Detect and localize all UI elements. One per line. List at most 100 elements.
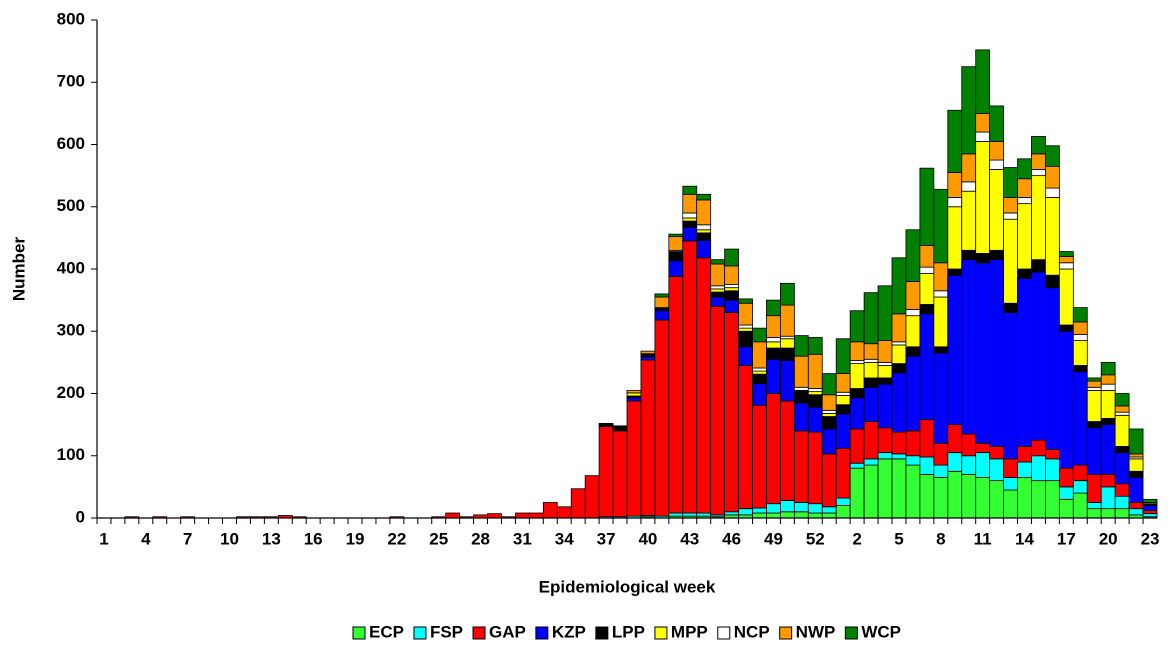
bar-segment (1031, 175, 1046, 261)
bar-segment (682, 217, 698, 222)
bar-segment (961, 181, 977, 192)
bar-segment (1100, 383, 1116, 391)
bar-segment (975, 112, 991, 133)
bar-segment (1003, 477, 1018, 491)
bar-segment (891, 372, 907, 433)
legend-label: KZP (552, 622, 586, 641)
bar-segment (710, 259, 726, 265)
y-tick-label: 200 (57, 383, 85, 402)
bar-segment (919, 266, 935, 274)
bar-segment (849, 467, 865, 519)
x-tick-label: 5 (894, 529, 903, 548)
bar-segment (863, 292, 879, 345)
bar-segment (752, 341, 767, 369)
bar-segment (975, 253, 991, 264)
bar-segment (1017, 203, 1032, 270)
bar-segment (821, 453, 837, 508)
bar-segment (933, 296, 949, 348)
bar-segment (682, 512, 698, 517)
legend-swatch (844, 626, 858, 640)
bar-segment (1086, 377, 1102, 382)
x-tick-label: 16 (304, 529, 323, 548)
legend-swatch (779, 626, 793, 640)
legend-swatch (654, 626, 668, 640)
bar-segment (752, 507, 767, 514)
bar-segment (947, 424, 963, 454)
bar-segment (1017, 461, 1032, 478)
bar-segment (933, 464, 949, 478)
bar-segment (863, 361, 879, 379)
bar-segment (1100, 374, 1116, 385)
bar-segment (919, 474, 935, 519)
bar-segment (877, 377, 893, 385)
bar-segment (989, 249, 1004, 261)
bar-segment (919, 313, 935, 421)
bar-segment (835, 497, 851, 506)
bar-segment (570, 488, 586, 519)
bar-segment (849, 428, 865, 464)
bar-segment (1114, 452, 1130, 485)
bar-segment (849, 341, 865, 361)
bar-segment (1114, 405, 1130, 413)
bar-segment (626, 400, 642, 517)
bar-segment (1017, 178, 1032, 198)
bar-segment (682, 185, 698, 195)
bar-segment (1114, 414, 1130, 447)
x-tick-label: 20 (1099, 529, 1118, 548)
x-tick-label: 10 (220, 529, 239, 548)
bar-segment (752, 373, 767, 384)
bar-segment (905, 315, 921, 348)
bar-segment (961, 433, 977, 457)
bar-segment (1017, 446, 1032, 463)
y-tick-label: 300 (57, 321, 85, 340)
bar-segment (877, 383, 893, 429)
bar-segment (793, 386, 809, 391)
bar-segment (780, 500, 795, 513)
bar-segment (961, 259, 977, 435)
bar-segment (807, 394, 823, 408)
bar-segment (877, 361, 893, 366)
bar-segment (710, 291, 726, 298)
bar-segment (947, 268, 963, 276)
bar-segment (654, 307, 670, 312)
bar-segment (1100, 424, 1116, 475)
x-tick-label: 31 (513, 529, 532, 548)
bar-segment (877, 365, 893, 379)
legend-swatch (595, 626, 609, 640)
bar-segment (780, 360, 795, 402)
x-tick-label: 52 (806, 529, 825, 548)
bar-segment (1114, 446, 1130, 454)
bar-segment (793, 511, 809, 519)
legend-swatch (472, 626, 486, 640)
bar-segment (821, 394, 837, 411)
bar-segment (933, 442, 949, 466)
bar-segment (682, 240, 698, 514)
bar-segment (1086, 508, 1102, 519)
bar-segment (654, 296, 670, 308)
bar-segment (835, 447, 851, 499)
y-tick-label: 400 (57, 258, 85, 277)
bar-segment (1100, 361, 1116, 376)
bar-segment (738, 298, 753, 304)
bar-segment (919, 244, 935, 268)
bar-segment (1045, 145, 1060, 167)
bar-segment (696, 199, 712, 226)
bar-segment (1086, 386, 1102, 391)
bar-segment (989, 446, 1004, 460)
bar-segment (905, 464, 921, 519)
bar-segment (863, 343, 879, 360)
bar-segment (835, 404, 851, 415)
bar-segment (654, 310, 670, 321)
bar-segment (891, 431, 907, 455)
bar-segment (1128, 428, 1144, 455)
bar-segment (1017, 268, 1032, 279)
bar-segment (849, 363, 865, 389)
bar-segment (766, 299, 781, 317)
bar-segment (668, 233, 684, 238)
bar-segment (1072, 371, 1088, 466)
bar-segment (1114, 483, 1130, 497)
bar-segment (738, 346, 753, 366)
bar-segment (780, 511, 795, 519)
x-tick-label: 17 (1057, 529, 1076, 548)
bar-segment (891, 363, 907, 374)
